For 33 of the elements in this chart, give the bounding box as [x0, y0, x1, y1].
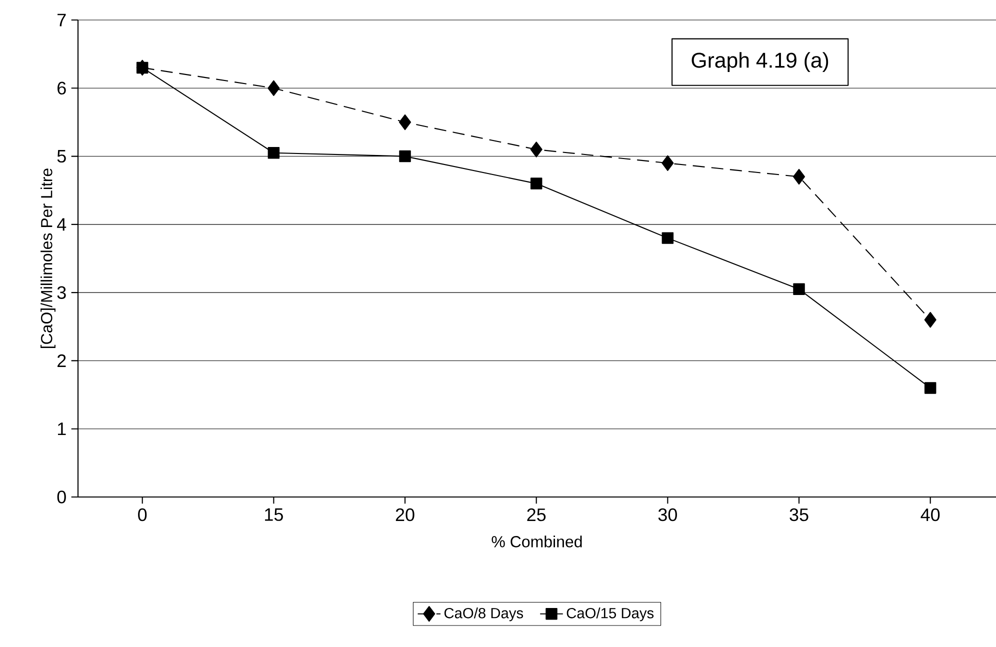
point: [924, 382, 936, 394]
y-tick-label: 6: [58, 82, 66, 95]
y-tick-label: 4: [57, 218, 66, 231]
x-tick-label: 30: [658, 508, 677, 522]
text: Graph 4.19 (a): [692, 52, 828, 72]
legend-label: CaO/8 Days: [444, 608, 524, 622]
point: [793, 283, 805, 296]
point: [399, 150, 411, 162]
y-tick-label: 7: [58, 14, 66, 26]
point: [268, 80, 280, 96]
point: [924, 312, 936, 328]
point: [398, 114, 412, 130]
y-tick-label: 0: [57, 490, 66, 504]
point: [662, 232, 674, 244]
x-tick-label: 20: [396, 508, 414, 522]
point: [530, 142, 542, 158]
y-tick-label: 2: [58, 354, 66, 367]
x-tick-label: 25: [527, 508, 546, 522]
point: [136, 62, 148, 74]
x-tick-label: 40: [920, 508, 940, 522]
x-tick-label: 0: [138, 508, 147, 522]
y-axis-title: [CaO]/Millimoles Per Litre: [40, 168, 56, 348]
point: [662, 155, 674, 171]
point: [530, 178, 542, 190]
legend-label: CaO/15 Days: [566, 608, 654, 622]
point: [268, 147, 280, 159]
y-tick-label: 1: [58, 422, 66, 436]
point: [792, 168, 806, 185]
y-tick-label: 3: [57, 286, 66, 299]
x-tick-label: 15: [265, 508, 283, 521]
x-tick-label: 35: [790, 508, 808, 522]
y-tick-label: 5: [57, 150, 66, 163]
x-axis-title: % Combined: [492, 536, 582, 548]
